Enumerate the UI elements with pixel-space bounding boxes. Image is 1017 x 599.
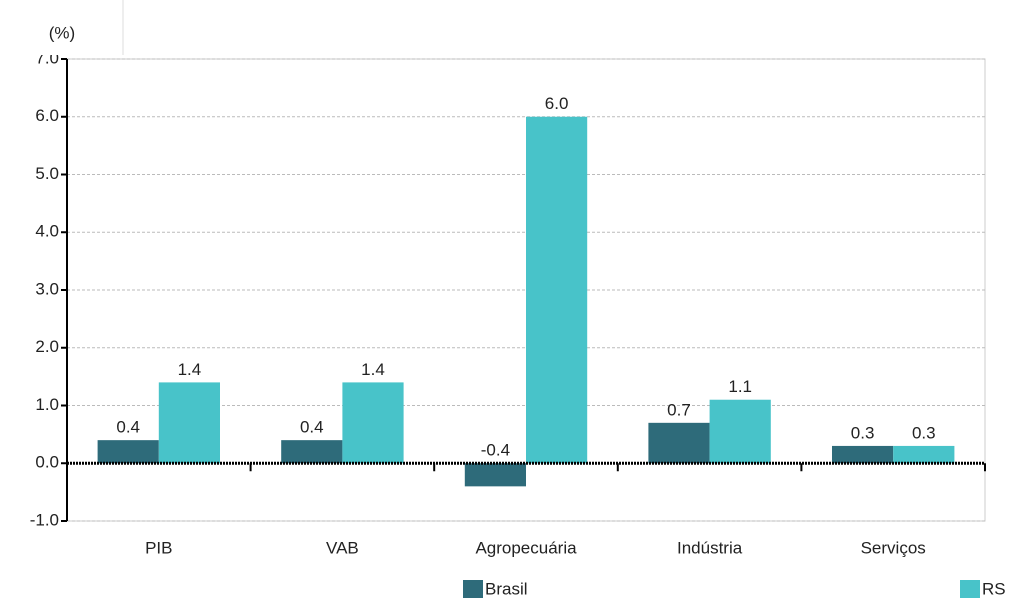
bar: [893, 445, 955, 464]
legend-swatch: [463, 580, 483, 598]
bar: [709, 399, 771, 464]
data-label: 6.0: [545, 94, 569, 113]
bar: [97, 440, 159, 464]
y-tick-label: 3.0: [35, 279, 59, 298]
bar: [832, 445, 894, 464]
y-tick-label: 2.0: [35, 337, 59, 356]
legend-label: Brasil: [485, 579, 528, 598]
y-label-box: [22, 0, 123, 55]
data-label: 1.4: [178, 360, 202, 379]
bar: [158, 382, 220, 464]
legend-swatch: [960, 580, 980, 598]
y-tick-label: 5.0: [35, 164, 59, 183]
bar: [648, 422, 710, 464]
bar: [281, 440, 343, 464]
bar: [464, 463, 526, 487]
y-axis-label: (%): [49, 23, 75, 42]
data-label: 1.1: [728, 377, 752, 396]
x-tick-label: Agropecuária: [475, 538, 577, 557]
data-label: -0.4: [481, 441, 510, 460]
y-tick-label: 0.0: [35, 453, 59, 472]
data-label: 0.3: [851, 423, 875, 442]
y-tick-label: 6.0: [35, 106, 59, 125]
data-label: 0.3: [912, 423, 936, 442]
y-tick-label: 4.0: [35, 222, 59, 241]
x-tick-label: Serviços: [861, 538, 926, 557]
bar: [342, 382, 404, 464]
data-label: 0.4: [116, 418, 140, 437]
data-label: 1.4: [361, 360, 385, 379]
y-tick-label: 1.0: [35, 395, 59, 414]
data-label: 0.7: [667, 400, 691, 419]
y-tick-label: -1.0: [30, 510, 59, 529]
x-tick-label: Indústria: [677, 538, 743, 557]
legend-label: RS: [982, 579, 1006, 598]
x-tick-label: PIB: [145, 538, 172, 557]
data-label: 0.4: [300, 418, 324, 437]
x-tick-label: VAB: [326, 538, 359, 557]
bar: [526, 116, 588, 464]
